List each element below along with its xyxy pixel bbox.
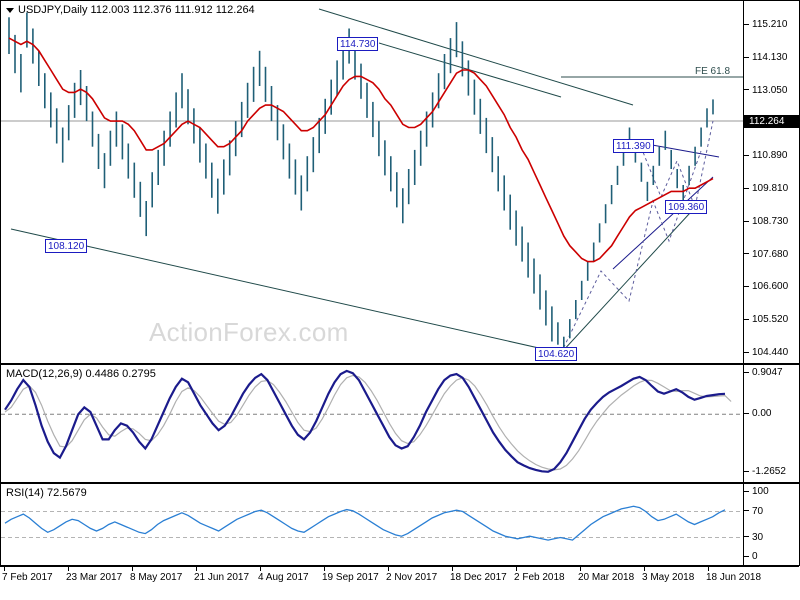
price-y-tick-109-810: 109.810 [744,183,800,195]
x-axis-label: 18 Jun 2018 [706,572,762,583]
macd-header: MACD(12,26,9) 0.4486 0.2795 [6,368,156,380]
price-y-tick-104-440: 104.440 [744,347,800,359]
x-axis-label: 4 Aug 2017 [258,572,309,583]
x-axis-label: 3 May 2018 [642,572,695,583]
price-panel-header[interactable]: USDJPY,Daily 112.003 112.376 111.912 112… [6,4,255,16]
price-y-tick-107-680: 107.680 [744,249,800,261]
macd-y-tick-1: 0.00 [744,408,800,420]
x-axis-label: 21 Jun 2017 [194,572,250,583]
x-tick [68,566,69,571]
rsi-series-svg [1,505,743,541]
x-tick [452,566,453,571]
x-tick [260,566,261,571]
macd-signal-line [4,374,732,471]
macd-panel[interactable]: MACD(12,26,9) 0.4486 0.2795 0.9047 0.00 -1… [0,364,800,483]
price-y-tick-114-130: 114.130 [744,52,800,64]
price-y-tick-110-890: 110.890 [744,150,800,162]
annotation-104620[interactable]: 104.620 [535,347,578,361]
price-series-svg [1,8,743,354]
annotation-114730[interactable]: 114.730 [337,37,379,51]
rsi-y-tick-70: 70 [744,506,800,518]
time-axis: 7 Feb 2017 23 Mar 2017 8 May 2017 21 Jun 20… [0,566,800,600]
x-axis-label: 20 Mar 2018 [578,572,635,583]
x-tick [388,566,389,571]
x-axis-label: 23 Mar 2017 [66,572,123,583]
price-y-axis: 115.210114.130113.050111.970110.890109.8… [743,1,799,363]
rsi-y-axis: 100 70 30 0 [743,484,799,565]
price-plot-area[interactable]: ActionForex.com [1,1,743,363]
price-chart-panel[interactable]: USDJPY,Daily 112.003 112.376 111.912 112… [0,0,800,364]
price-y-tick-106-600: 106.600 [744,281,800,293]
x-axis-label: 2 Nov 2017 [386,572,438,583]
axis-baseline [0,566,799,567]
rsi-y-tick-0: 0 [744,551,800,563]
annotation-109360[interactable]: 109.360 [665,200,708,214]
annotation-fe-618: FE 61.8 [695,66,731,77]
macd-series-svg [1,369,743,473]
rsi-panel[interactable]: RSI(14) 72.5679 100 70 30 0 [0,483,800,566]
price-y-tick-113-050: 113.050 [744,85,800,97]
x-tick [324,566,325,571]
annotation-111390[interactable]: 111.390 [613,139,654,153]
macd-y-axis: 0.9047 0.00 -1.2652 [743,365,799,482]
symbol-timeframe-ohlc: USDJPY,Daily 112.003 112.376 111.912 112… [18,4,255,16]
x-tick [196,566,197,571]
macd-plot-area[interactable] [1,365,743,482]
rsi-y-tick-30: 30 [744,532,800,544]
price-y-tick-108-730: 108.730 [744,216,800,228]
watermark: ActionForex.com [149,317,349,347]
x-tick [132,566,133,571]
candlestick-series [8,12,714,348]
price-y-tick-115-210: 115.210 [744,19,800,31]
caret-down-icon[interactable] [6,7,14,13]
macd-y-tick-2: -1.2652 [744,466,800,478]
rsi-y-tick-100: 100 [744,486,800,498]
x-axis-label: 19 Sep 2017 [322,572,379,583]
x-axis-label: 7 Feb 2017 [2,572,53,583]
price-y-tick-105-520: 105.520 [744,314,800,326]
rsi-header: RSI(14) 72.5679 [6,487,87,499]
x-axis-label: 8 May 2017 [130,572,183,583]
macd-y-tick-0: 0.9047 [744,367,800,379]
x-tick [644,566,645,571]
x-tick [4,566,5,571]
macd-main-line [4,369,726,473]
annotation-108120[interactable]: 108.120 [45,239,88,253]
x-axis-label: 2 Feb 2018 [514,572,565,583]
x-tick [516,566,517,571]
current-price-tag: 112.264 [743,115,799,128]
x-tick [708,566,709,571]
rsi-line [4,505,726,541]
x-tick [580,566,581,571]
rsi-plot-area[interactable] [1,484,743,565]
x-axis-label: 18 Dec 2017 [450,572,507,583]
moving-average-line [8,37,714,263]
